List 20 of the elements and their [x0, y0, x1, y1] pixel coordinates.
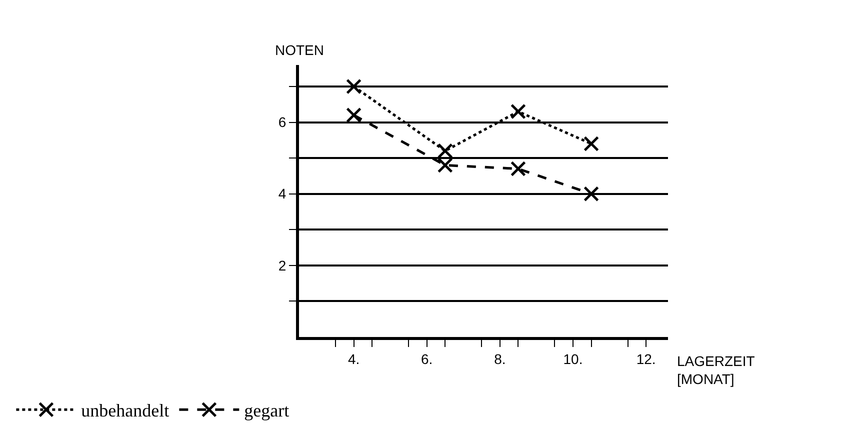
point — [437, 157, 453, 173]
point — [584, 186, 600, 202]
point — [584, 136, 600, 152]
point — [437, 143, 453, 159]
y-tick-label: 4 — [278, 186, 286, 202]
x-tick-label: 6. — [421, 350, 433, 367]
point — [510, 161, 526, 177]
legend-label: gegart — [244, 400, 290, 421]
y-axis-title: NOTEN — [275, 42, 324, 58]
x-axis-title: LAGERZEIT [MONAT] — [677, 353, 756, 388]
x-tick-label: 8. — [494, 350, 506, 367]
x-tick-label: 10. — [563, 350, 583, 367]
legend-label: unbehandelt — [81, 400, 170, 421]
y-tick-label: 2 — [278, 257, 286, 274]
x-tick-label: 4. — [348, 350, 360, 367]
x-tick-label: 12. — [636, 350, 656, 367]
point — [510, 104, 526, 120]
y-tick-label: 6 — [278, 114, 286, 130]
point — [346, 107, 362, 123]
point — [346, 78, 362, 94]
